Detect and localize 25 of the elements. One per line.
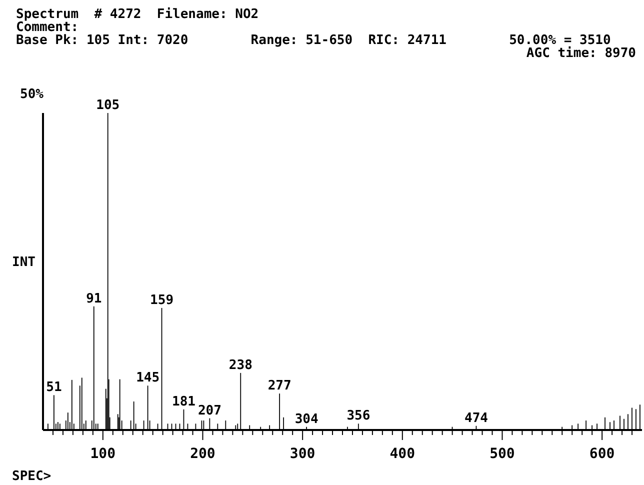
annotation: 304 — [294, 412, 318, 427]
annotation: 277 — [268, 378, 292, 394]
annotation: 51 — [46, 380, 62, 396]
chart-subtitle: Comment: — [16, 20, 79, 35]
annotation: 91 — [86, 291, 102, 306]
header-note: Base Pk: 105 Int: 7020 Range: 51-650 RIC: 24711 50.00% = 3510 — [16, 34, 611, 47]
annotation: 207 — [198, 403, 222, 418]
x-tick-label: 100 — [90, 446, 116, 462]
annotation: 105 — [96, 98, 120, 113]
x-tick-label: 300 — [290, 446, 316, 462]
x-tick-label: 200 — [190, 446, 216, 462]
annotation: 238 — [228, 358, 253, 373]
chart-title: Spectrum # 4272 Filename: NO2 — [16, 7, 259, 22]
header-note: AGC time: 8970 — [526, 47, 636, 60]
x-tick-label: 600 — [589, 446, 615, 462]
header-note: SPEC> — [12, 470, 52, 483]
x-tick-label: 500 — [490, 446, 515, 462]
annotation: 145 — [136, 370, 160, 386]
annotation: 356 — [346, 408, 370, 424]
annotation: 474 — [464, 410, 488, 426]
annotation: 159 — [150, 292, 174, 308]
x-tick-label: 400 — [390, 446, 416, 462]
y-axis-title: INT — [12, 255, 36, 270]
annotation: 181 — [172, 394, 196, 410]
header-note: 50% — [20, 88, 44, 101]
